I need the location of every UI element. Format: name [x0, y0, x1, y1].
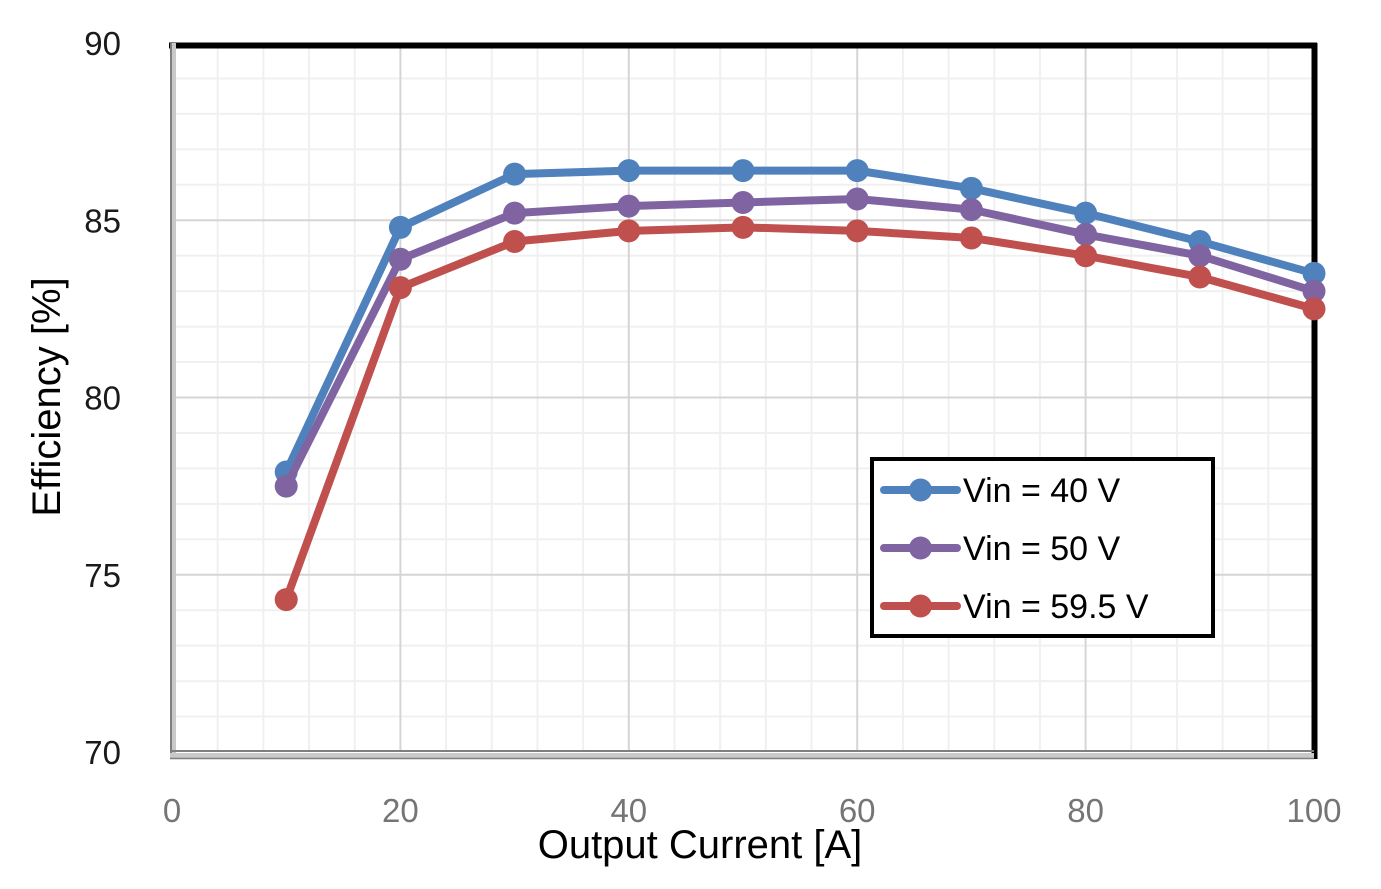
data-point-vin-50-v-20a — [388, 247, 412, 271]
legend-marker-icon — [909, 594, 932, 618]
legend-marker-icon — [909, 478, 932, 502]
data-point-vin-59.5-v-70a — [959, 226, 983, 250]
x-axis-title: Output Current [A] — [538, 823, 863, 867]
x-tick-label-80: 80 — [1067, 792, 1104, 829]
series-vin-40-v — [274, 159, 1326, 484]
x-tick-label-100: 100 — [1286, 792, 1341, 829]
data-point-vin-59.5-v-80a — [1074, 244, 1098, 268]
data-point-vin-50-v-40a — [617, 194, 641, 218]
y-tick-label-70: 70 — [84, 734, 121, 771]
data-point-vin-59.5-v-30a — [503, 230, 527, 254]
data-point-vin-59.5-v-40a — [617, 219, 641, 243]
data-point-vin-50-v-30a — [503, 201, 527, 225]
x-tick-label-60: 60 — [839, 792, 876, 829]
data-series — [274, 159, 1326, 612]
data-point-vin-59.5-v-60a — [845, 219, 869, 243]
data-point-vin-59.5-v-90a — [1188, 265, 1212, 289]
legend-item-vin-59.5-v: Vin = 59.5 V — [880, 588, 1149, 626]
legend-item-vin-40-v: Vin = 40 V — [880, 472, 1121, 510]
data-point-vin-59.5-v-10a — [274, 588, 298, 612]
legend-marker-icon — [909, 536, 932, 560]
data-point-vin-50-v-70a — [959, 198, 983, 222]
axes — [169, 42, 1318, 760]
data-point-vin-40-v-30a — [503, 162, 527, 186]
y-tick-label-90: 90 — [84, 25, 121, 62]
legend-label: Vin = 50 V — [963, 530, 1121, 568]
legend: Vin = 40 V Vin = 50 V Vin = 59.5 V — [870, 457, 1215, 638]
series-vin-59.5-v — [274, 215, 1326, 612]
data-point-vin-40-v-50a — [731, 159, 755, 183]
legend-label: Vin = 59.5 V — [963, 588, 1149, 626]
series-line-vin-40-v — [282, 166, 1318, 476]
data-point-vin-50-v-90a — [1188, 244, 1212, 268]
data-point-vin-59.5-v-50a — [731, 215, 755, 239]
y-tick-label-75: 75 — [84, 557, 121, 594]
data-point-vin-40-v-70a — [959, 176, 983, 200]
data-point-vin-59.5-v-100a — [1302, 297, 1326, 321]
data-point-vin-59.5-v-20a — [388, 276, 412, 300]
series-vin-50-v — [274, 187, 1326, 498]
data-point-vin-50-v-100a — [1302, 279, 1326, 303]
x-tick-label-20: 20 — [382, 792, 419, 829]
data-point-vin-50-v-80a — [1074, 222, 1098, 246]
y-tick-label-85: 85 — [84, 202, 121, 239]
data-point-vin-40-v-80a — [1074, 201, 1098, 225]
series-line-vin-59.5-v — [282, 223, 1318, 604]
data-point-vin-50-v-60a — [845, 187, 869, 211]
data-point-vin-40-v-20a — [388, 215, 412, 239]
data-point-vin-50-v-50a — [731, 191, 755, 215]
data-point-vin-40-v-60a — [845, 159, 869, 183]
y-axis-title: Efficiency [%] — [25, 277, 69, 516]
tick-labels: 0 20 40 60 80 100 70 75 80 85 90 — [84, 25, 1341, 829]
legend-item-vin-50-v: Vin = 50 V — [880, 530, 1121, 568]
x-tick-label-0: 0 — [163, 792, 181, 829]
x-tick-label-40: 40 — [610, 792, 647, 829]
y-tick-label-80: 80 — [84, 380, 121, 417]
data-point-vin-50-v-10a — [274, 474, 298, 498]
series-line-vin-50-v — [282, 194, 1318, 491]
data-point-vin-40-v-40a — [617, 159, 641, 183]
legend-label: Vin = 40 V — [963, 472, 1121, 510]
gridlines — [172, 43, 1314, 752]
data-point-vin-40-v-100a — [1302, 261, 1326, 285]
